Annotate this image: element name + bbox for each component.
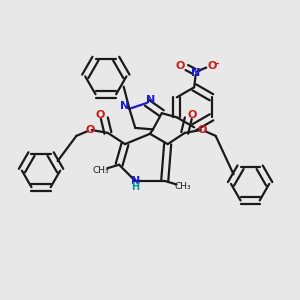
Text: O: O [96, 110, 105, 120]
Text: N: N [120, 101, 129, 111]
Text: O: O [86, 125, 95, 135]
Text: O: O [176, 61, 185, 71]
Text: -: - [214, 58, 219, 68]
Text: +: + [196, 67, 202, 73]
Text: N: N [131, 176, 140, 186]
Text: O: O [197, 125, 207, 135]
Text: O: O [188, 110, 197, 120]
Text: N: N [146, 95, 155, 105]
Text: CH₃: CH₃ [175, 182, 191, 191]
Text: CH₃: CH₃ [92, 166, 109, 175]
Text: O: O [207, 61, 217, 71]
Text: H: H [131, 182, 139, 192]
Text: N: N [191, 68, 200, 78]
